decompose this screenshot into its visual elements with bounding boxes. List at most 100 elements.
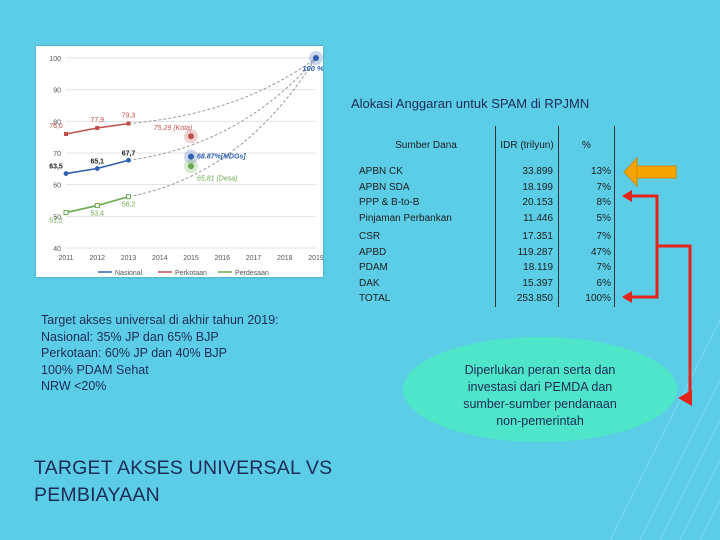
legend-label: Nasional: [115, 270, 143, 277]
x-tick-label: 2015: [183, 255, 199, 262]
data-label: 76,0: [49, 123, 63, 130]
annotation-label: 100 %: [302, 64, 323, 73]
data-point: [64, 132, 68, 136]
y-tick-label: 70: [53, 151, 61, 158]
row-pct: 13%: [558, 164, 615, 180]
projection-line: [128, 57, 317, 161]
table-row: Pinjaman Perbankan 11.446 5%: [357, 210, 615, 226]
data-point: [94, 203, 100, 209]
data-label: 77,9: [90, 117, 104, 124]
data-point: [63, 171, 69, 176]
row-source: APBD: [357, 244, 496, 260]
row-source: PDAM: [357, 260, 496, 276]
y-tick-label: 60: [53, 183, 61, 190]
y-tick-label: 50: [53, 214, 61, 221]
row-source: CSR: [357, 229, 496, 245]
slide-title: TARGET AKSES UNIVERSAL VS PEMBIAYAAN: [34, 457, 333, 506]
annotation-label: 75,29 (Kota): [154, 125, 193, 132]
data-label: 65,1: [90, 159, 104, 166]
data-point: [63, 210, 69, 216]
row-source: PPP & B-to-B: [357, 195, 496, 211]
row-source: APBN CK: [357, 164, 496, 180]
data-point: [126, 121, 131, 126]
header-source: Sumber Dana: [357, 126, 496, 164]
row-source: Pinjaman Perbankan: [357, 210, 496, 226]
table-row: APBN SDA 18.199 7%: [357, 179, 615, 195]
row-pct: 5%: [558, 210, 615, 226]
row-value: 11.446: [495, 210, 559, 226]
data-label: 51,2: [49, 218, 63, 225]
y-tick-label: 100: [49, 56, 61, 63]
allocation-title: Alokasi Anggaran untuk SPAM di RPJMN: [351, 96, 590, 111]
table-row: PDAM 18.119 7%: [357, 260, 615, 276]
red-arrow-icon: [622, 291, 632, 303]
row-pct: 6%: [558, 275, 615, 291]
annotation-marker: [188, 153, 194, 160]
row-source: TOTAL: [357, 291, 496, 307]
x-tick-label: 2013: [121, 255, 137, 262]
row-value: 18.119: [495, 260, 559, 276]
row-value: 119.287: [495, 244, 559, 260]
data-label: 63,5: [49, 164, 63, 171]
row-value: 253.850: [495, 291, 559, 307]
x-tick-label: 2012: [89, 255, 105, 262]
table-row: DAK 15.397 6%: [357, 275, 615, 291]
legend-label: Perkotaan: [175, 270, 207, 277]
row-value: 15.397: [495, 275, 559, 291]
projection-line: [128, 57, 317, 125]
line-chart: 40 50 60 70 80 90 100 2011 2012 2013 2014 2015 2016 2…: [36, 46, 323, 277]
row-source: DAK: [357, 275, 496, 291]
target-text: Target akses universal di akhir tahun 20…: [41, 313, 279, 393]
annotation-marker: [188, 163, 194, 170]
data-label: 56,2: [122, 202, 136, 209]
red-arrow-icon: [622, 190, 632, 202]
row-value: 18.199: [495, 179, 559, 195]
annotation-marker: [188, 133, 194, 140]
data-label: 79,3: [122, 113, 136, 120]
x-tick-label: 2018: [277, 255, 293, 262]
x-tick-label: 2014: [152, 255, 168, 262]
row-value: 20.153: [495, 195, 559, 211]
annotation-marker: [313, 55, 319, 61]
data-point: [126, 157, 131, 163]
callout-text: Diperlukan peran serta dan investasi dar…: [463, 363, 617, 428]
row-spacer: [357, 226, 615, 229]
row-pct: 100%: [558, 291, 615, 307]
data-point: [94, 166, 100, 171]
row-pct: 7%: [558, 260, 615, 276]
data-label: 53,4: [90, 211, 104, 218]
projection-line: [128, 57, 317, 198]
row-pct: 47%: [558, 244, 615, 260]
data-label: 67,7: [122, 150, 136, 157]
row-value: 17.351: [495, 229, 559, 245]
x-tick-label: 2011: [58, 255, 73, 262]
table-row-total: TOTAL 253.850 100%: [357, 291, 615, 307]
table-row: PPP & B-to-B 20.153 8%: [357, 195, 615, 211]
x-tick-label: 2016: [214, 255, 230, 262]
table-row: APBD 119.287 47%: [357, 244, 615, 260]
x-tick-label: 2017: [246, 255, 262, 262]
row-source: APBN SDA: [357, 179, 496, 195]
row-pct: 8%: [558, 195, 615, 211]
table-row: CSR 17.351 7%: [357, 229, 615, 245]
orange-arrow-icon: [623, 156, 677, 188]
table-row: APBN CK 33.899 13%: [357, 164, 615, 180]
y-tick-label: 90: [53, 88, 61, 95]
data-point: [95, 125, 100, 130]
x-tick-label: 2019: [308, 255, 323, 262]
callout-bubble: [403, 337, 677, 442]
chart-svg: 40 50 60 70 80 90 100 2011 2012 2013 2014 2015 2016 2…: [49, 51, 323, 277]
y-tick-label: 80: [53, 119, 61, 126]
allocation-table: Sumber Dana IDR (trilyun) % APBN CK 33.8…: [357, 126, 615, 307]
header-idr: IDR (trilyun): [495, 126, 559, 164]
annotation-label: 65,81 (Desa): [197, 175, 237, 182]
annotation-label: 68.87%[MDGs]: [197, 154, 246, 161]
row-pct: 7%: [558, 229, 615, 245]
row-value: 33.899: [495, 164, 559, 180]
data-point: [126, 194, 131, 200]
y-tick-label: 40: [53, 246, 61, 253]
row-pct: 7%: [558, 179, 615, 195]
header-pct: %: [558, 126, 615, 164]
legend-label: Perdesaan: [235, 270, 269, 277]
